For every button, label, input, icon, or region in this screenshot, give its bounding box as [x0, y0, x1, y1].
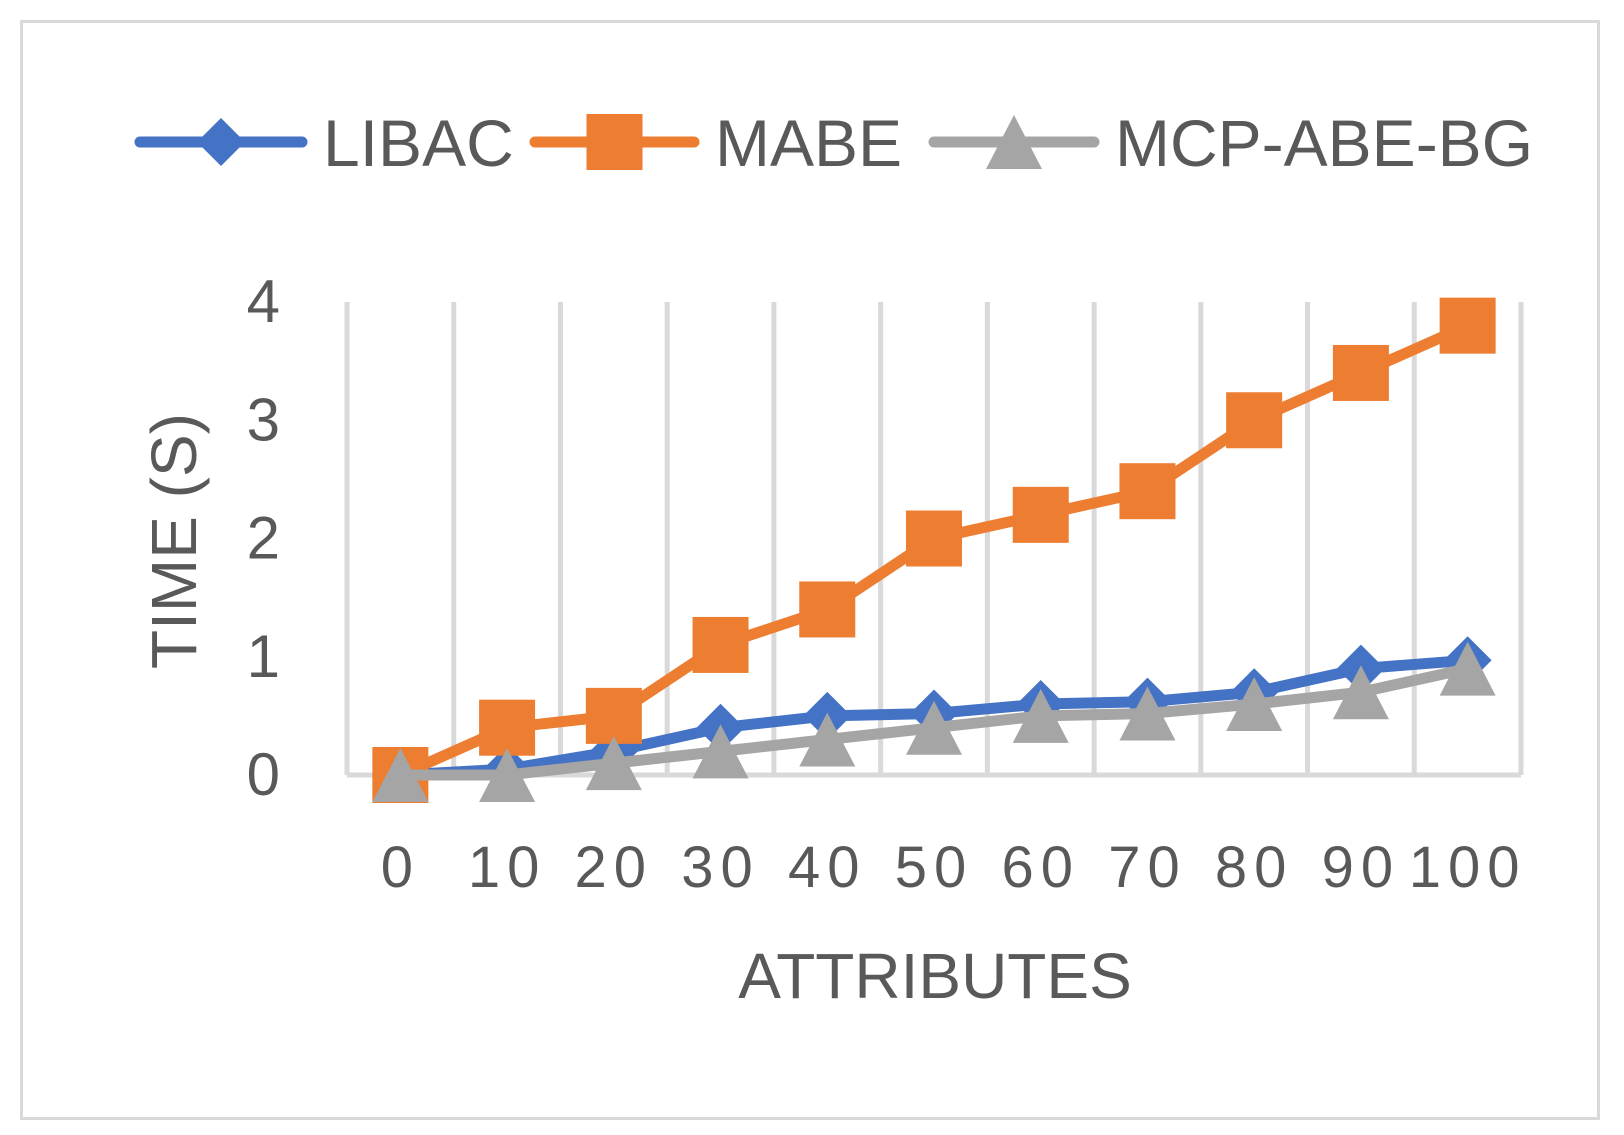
- legend-marker-mcp-abe-bg: [986, 115, 1042, 169]
- data-point-mabe: [1119, 463, 1176, 520]
- x-tick-label: 30: [681, 835, 760, 900]
- data-point-mcp-abe-bg: [692, 724, 749, 779]
- data-point-mcp-abe-bg: [372, 748, 429, 802]
- data-point-mabe: [479, 699, 536, 756]
- data-point-mabe: [692, 616, 749, 673]
- x-tick-label: 100: [1409, 835, 1527, 900]
- legend-label-mcp-abe-bg: MCP-ABE-BG: [1115, 106, 1533, 180]
- legend-marker-libac: [197, 118, 245, 166]
- data-point-mcp-abe-bg: [1439, 641, 1496, 696]
- x-tick-label: 90: [1322, 835, 1401, 900]
- x-tick-label: 70: [1108, 835, 1187, 900]
- data-point-mabe: [1012, 486, 1069, 543]
- series-mcp-abe-bg: [372, 641, 1496, 802]
- data-point-mcp-abe-bg: [1226, 677, 1283, 732]
- x-tick-label: 80: [1215, 835, 1294, 900]
- x-tick-label: 20: [575, 835, 654, 900]
- data-point-mabe: [799, 581, 856, 638]
- data-point-mcp-abe-bg: [1012, 688, 1069, 743]
- y-tick-label: 0: [247, 741, 280, 808]
- data-point-mabe: [1226, 392, 1283, 449]
- y-axis-title: TIME (S): [138, 413, 210, 669]
- data-point-mcp-abe-bg: [1332, 665, 1389, 720]
- data-point-mabe: [1332, 344, 1389, 401]
- legend: LIBAC MABE MCP-ABE-BG: [134, 106, 1533, 180]
- x-tick-label: 10: [468, 835, 547, 900]
- x-tick-label: 60: [1001, 835, 1080, 900]
- chart-frame: [20, 20, 1600, 1120]
- axis-layer: 0 10 20 30 40 50 60 70 80 90 100 0 1 2 3 4: [247, 268, 1527, 900]
- y-tick-label: 1: [247, 623, 280, 690]
- legend-item-libac: LIBAC: [134, 106, 514, 180]
- data-point-mcp-abe-bg: [479, 748, 536, 802]
- x-tick-label: 40: [788, 835, 867, 900]
- legend-item-mcp-abe-bg: MCP-ABE-BG: [928, 106, 1533, 180]
- series-layer: [372, 297, 1496, 803]
- data-point-mabe: [906, 510, 962, 567]
- y-tick-label: 4: [247, 268, 280, 335]
- legend-marker-mabe: [586, 114, 643, 170]
- y-tick-label: 2: [247, 505, 280, 572]
- data-point-mcp-abe-bg: [585, 736, 642, 791]
- data-point-mabe: [585, 687, 642, 744]
- legend-label-libac: LIBAC: [323, 106, 514, 180]
- data-point-mcp-abe-bg: [906, 700, 962, 755]
- data-point-mabe: [1439, 297, 1496, 354]
- x-tick-label: 0: [381, 835, 420, 900]
- x-tick-label: 50: [895, 835, 974, 900]
- legend-label-mabe: MABE: [715, 106, 902, 180]
- x-axis-title: ATTRIBUTES: [738, 940, 1132, 1012]
- data-point-mcp-abe-bg: [799, 712, 856, 767]
- legend-item-mabe: MABE: [529, 106, 902, 180]
- y-tick-label: 3: [247, 386, 280, 453]
- data-point-mcp-abe-bg: [1119, 686, 1176, 741]
